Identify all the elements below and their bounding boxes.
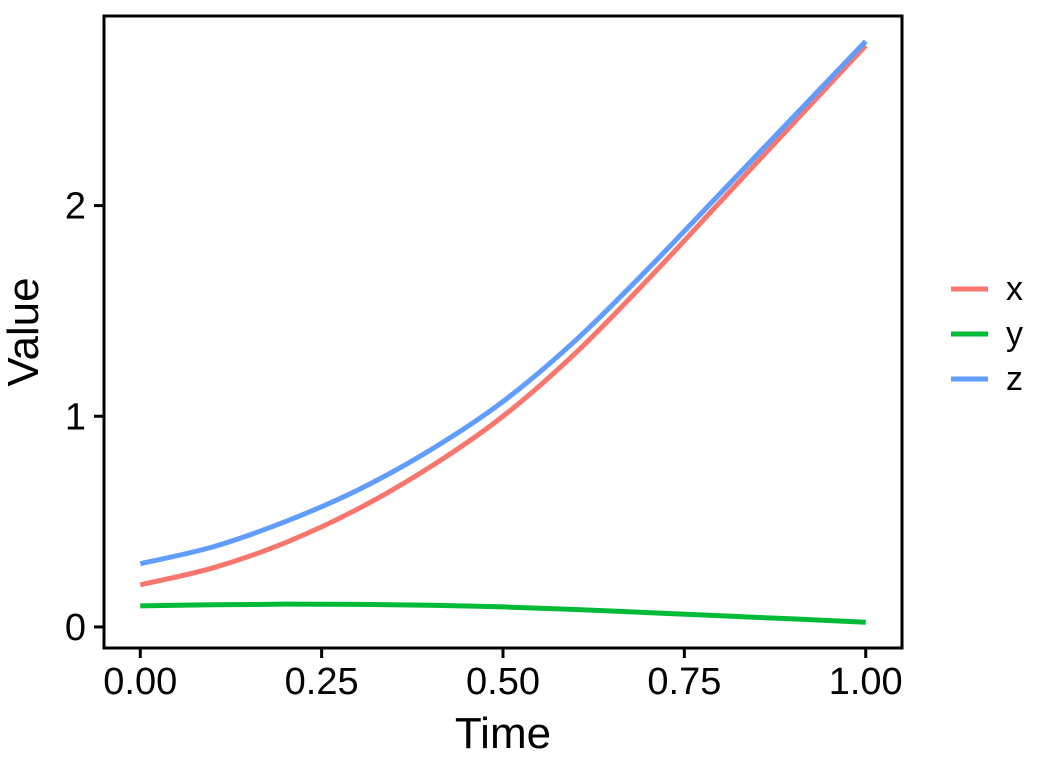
x-tick-label: 0.75 [647, 661, 721, 703]
y-tick-label: 2 [65, 186, 86, 228]
legend-item-x: x [951, 270, 1023, 308]
x-tick-label: 1.00 [829, 661, 903, 703]
series-layer [139, 39, 868, 625]
plot-panel [102, 14, 904, 650]
y-axis-title: Value [0, 277, 48, 386]
legend-label-y: y [1006, 315, 1023, 353]
x-axis-title: Time [455, 709, 551, 758]
y-tick-label: 0 [65, 607, 86, 649]
series-line-z [139, 39, 868, 567]
x-tick-label: 0.00 [103, 661, 177, 703]
x-axis: 0.00 0.25 0.50 0.75 1.00 [103, 648, 903, 703]
legend-label-x: x [1006, 270, 1023, 308]
series-line-y [140, 601, 866, 625]
legend-item-z: z [951, 360, 1023, 398]
legend-item-y: y [951, 315, 1023, 353]
x-tick-label: 0.50 [466, 661, 540, 703]
y-axis: 0 1 2 [65, 186, 104, 649]
series-line-x [139, 43, 868, 588]
x-tick-label: 0.25 [285, 661, 359, 703]
legend-label-z: z [1006, 360, 1023, 398]
legend: xyz [951, 270, 1023, 398]
y-tick-label: 1 [65, 396, 86, 438]
